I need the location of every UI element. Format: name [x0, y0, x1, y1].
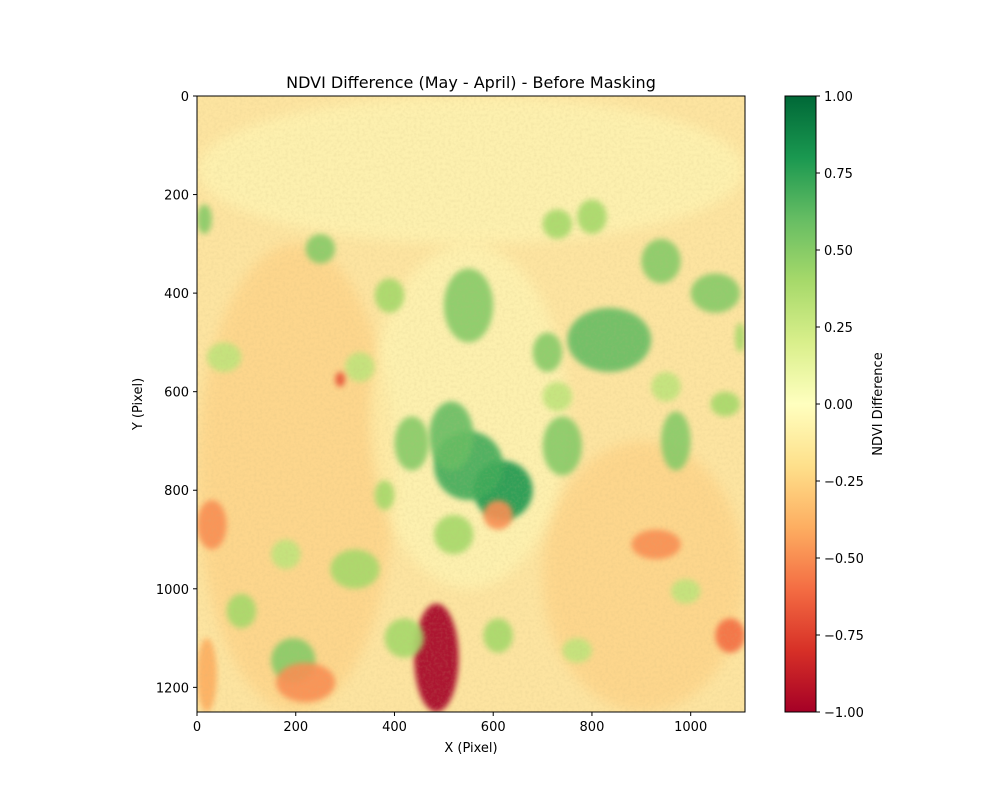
colorbar-tick-label: 0.00 — [824, 398, 853, 413]
colorbar-tick-label: −0.25 — [824, 475, 864, 490]
colorbar-axis: −1.00 −0.75 −0.50 −0.25 0.00 0.25 0.50 0.75 1.00 — [816, 90, 864, 721]
y-tick-label: 400 — [164, 287, 189, 302]
y-tick-label: 200 — [164, 189, 189, 204]
x-tick-label: 1000 — [674, 720, 707, 735]
y-axis: 0 200 400 600 800 1000 1200 — [156, 90, 197, 696]
y-tick-label: 600 — [164, 386, 189, 401]
x-tick-label: 800 — [580, 720, 605, 735]
heatmap-image — [197, 96, 745, 712]
colorbar-label: NDVI Difference — [871, 352, 886, 455]
colorbar-tick-label: −1.00 — [824, 706, 864, 721]
x-axis: 0 200 400 600 800 1000 — [193, 712, 707, 735]
colorbar-tick-label: 1.00 — [824, 90, 853, 105]
y-tick-label: 0 — [181, 90, 189, 105]
colorbar — [784, 95, 817, 713]
colorbar-tick-label: 0.25 — [824, 321, 853, 336]
x-tick-label: 400 — [382, 720, 407, 735]
colorbar-tick-label: −0.75 — [824, 629, 864, 644]
colorbar-tick-label: 0.50 — [824, 244, 853, 259]
x-tick-label: 600 — [481, 720, 506, 735]
heatmap-speckle — [197, 96, 745, 712]
x-axis-label: X (Pixel) — [444, 741, 497, 756]
colorbar-tick-label: −0.50 — [824, 552, 864, 567]
chart-title: NDVI Difference (May - April) - Before M… — [286, 73, 656, 92]
colorbar-tick-label: 0.75 — [824, 167, 853, 182]
y-axis-label: Y (Pixel) — [131, 378, 146, 431]
y-tick-label: 1200 — [156, 681, 189, 696]
y-tick-label: 1000 — [156, 583, 189, 598]
x-tick-label: 200 — [283, 720, 308, 735]
y-tick-label: 800 — [164, 484, 189, 499]
plot-frame — [196, 95, 746, 713]
x-tick-label: 0 — [193, 720, 201, 735]
